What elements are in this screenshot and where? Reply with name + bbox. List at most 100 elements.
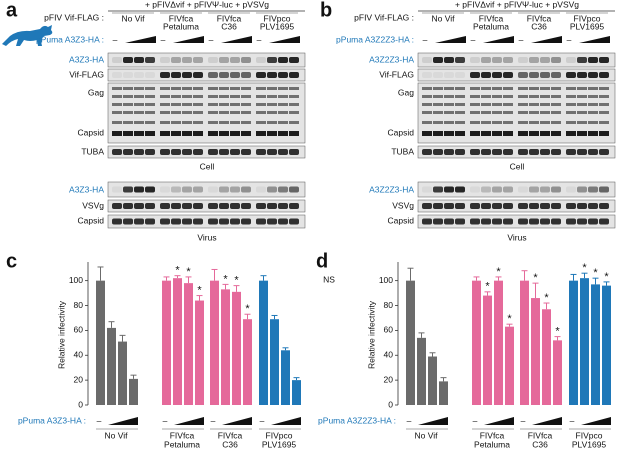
band [551, 95, 561, 98]
band [193, 218, 203, 225]
band [230, 149, 240, 155]
band [444, 186, 454, 193]
band [134, 186, 144, 193]
band [112, 131, 122, 136]
band [289, 103, 299, 106]
blot-label: A3Z2Z3-HA [369, 54, 414, 64]
band [470, 149, 480, 155]
dose-minus: – [209, 34, 214, 44]
band [289, 95, 299, 98]
blot [417, 68, 616, 82]
band [518, 95, 528, 98]
column-label: Petaluma [473, 21, 509, 31]
band [171, 111, 181, 114]
band [219, 186, 229, 193]
blot-label: Gag [88, 87, 104, 97]
band [171, 149, 181, 155]
band [518, 203, 528, 209]
significance-star: * [544, 292, 549, 304]
band [145, 103, 155, 106]
band [193, 203, 203, 209]
band [492, 186, 502, 193]
band [112, 203, 122, 209]
significance-star: * [175, 265, 180, 277]
band [588, 95, 598, 98]
blot [107, 199, 306, 213]
band [588, 186, 598, 193]
band [503, 57, 513, 63]
column-label: C36 [531, 21, 547, 31]
band [112, 57, 122, 63]
band [444, 72, 454, 78]
band [145, 87, 155, 90]
dose-minus: – [471, 34, 476, 44]
blot-label: Capsid [78, 127, 105, 137]
band [540, 87, 550, 90]
band [145, 131, 155, 136]
group-label: Petaluma [164, 439, 200, 449]
significance-star: * [223, 273, 228, 285]
band [208, 57, 218, 63]
dose-triangle [483, 36, 514, 43]
band [518, 72, 528, 78]
band [230, 95, 240, 98]
band [289, 72, 299, 78]
column-label: Petaluma [163, 21, 199, 31]
blot-caption: Cell [510, 161, 525, 171]
y-tick-label: 60 [74, 325, 84, 335]
band [492, 103, 502, 106]
y-tick-label: 20 [384, 374, 394, 384]
significance-star: * [245, 303, 250, 315]
band [123, 131, 133, 136]
band [577, 72, 587, 78]
group-label: FIVfca [528, 430, 553, 440]
band [160, 87, 170, 90]
band [422, 57, 432, 63]
band [433, 95, 443, 98]
band [171, 87, 181, 90]
dose-minus: – [407, 415, 412, 425]
band [470, 57, 480, 63]
band [540, 72, 550, 78]
band [422, 218, 432, 225]
band [267, 149, 277, 155]
band [551, 103, 561, 106]
band [145, 57, 155, 63]
band [208, 218, 218, 225]
band [503, 149, 513, 155]
band [422, 87, 432, 90]
bar [505, 326, 514, 405]
bar [483, 295, 492, 405]
band [241, 186, 251, 193]
band [256, 203, 266, 209]
blot [107, 68, 306, 82]
band [123, 72, 133, 78]
band [112, 95, 122, 98]
group-label: No Vif [415, 430, 439, 440]
band [577, 57, 587, 63]
band [540, 203, 550, 209]
band [577, 121, 587, 124]
band [134, 218, 144, 225]
band [171, 218, 181, 225]
column-label: FIVfca [169, 13, 194, 23]
blot [417, 52, 616, 68]
y-tick-label: 80 [74, 300, 84, 310]
blot-label: Capsid [388, 215, 415, 225]
band [208, 111, 218, 114]
band [599, 111, 609, 114]
band [470, 131, 480, 136]
band [208, 103, 218, 106]
group-label: C36 [532, 439, 548, 449]
band [193, 87, 203, 90]
band [444, 121, 454, 124]
bar [210, 280, 219, 405]
band [599, 57, 609, 63]
bar [428, 356, 437, 405]
band [518, 131, 528, 136]
band [278, 87, 288, 90]
band [481, 57, 491, 63]
significance-star: * [186, 266, 191, 278]
band [289, 218, 299, 225]
band [503, 131, 513, 136]
